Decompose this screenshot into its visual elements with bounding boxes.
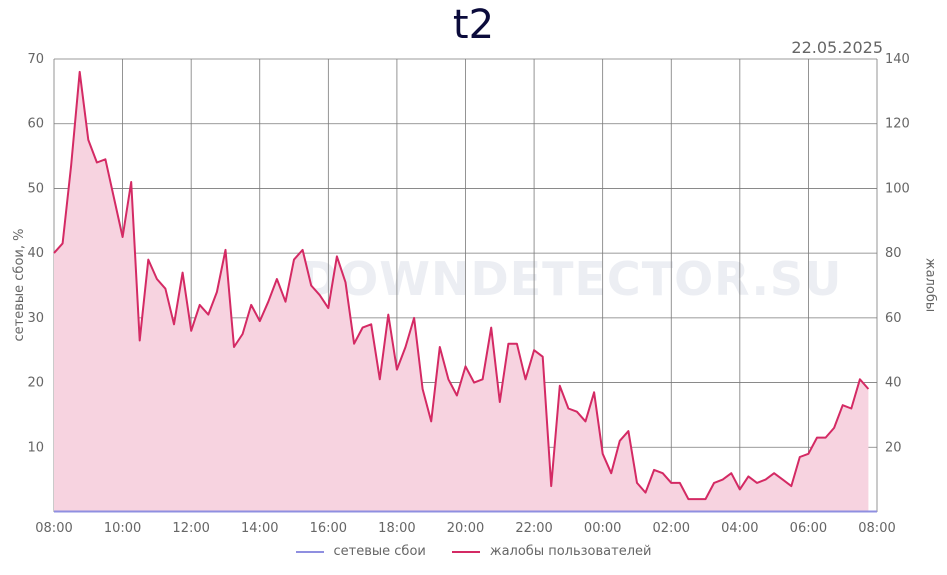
x-tick-label: 04:00	[721, 521, 758, 536]
x-tick-label: 08:00	[35, 521, 72, 536]
plot-area	[53, 70, 877, 513]
y-right-tick-label: 40	[885, 376, 902, 391]
x-tick-label: 18:00	[378, 521, 415, 536]
x-tick-label: 10:00	[104, 521, 141, 536]
x-tick-label: 02:00	[653, 521, 690, 536]
y-left-tick-label: 50	[27, 181, 44, 196]
y-right-tick-label: 60	[885, 311, 902, 326]
y-axis-left-label: сетевые сбои, %	[12, 228, 28, 342]
x-tick-label: 22:00	[515, 521, 552, 536]
y-left-tick-label: 20	[27, 376, 44, 391]
y-right-tick-label: 140	[885, 52, 910, 67]
legend-item-complaints[interactable]: жалобы пользователей	[451, 544, 652, 559]
y-left-tick-label: 70	[27, 52, 44, 67]
y-left-tick-label: 60	[27, 117, 44, 132]
legend-label-complaints: жалобы пользователей	[489, 544, 652, 559]
x-tick-label: 08:00	[858, 521, 895, 536]
y-right-tick-label: 20	[885, 440, 902, 455]
y-left-tick-label: 40	[27, 246, 44, 261]
y-right-tick-label: 120	[885, 117, 910, 132]
y-right-tick-label: 100	[885, 181, 910, 196]
y-right-tick-label: 80	[885, 246, 902, 261]
y-left-tick-label: 30	[27, 311, 44, 326]
chart-title: t2	[452, 2, 495, 48]
axes: 10 20 30 40 50 60 70 20 40 60 80 100 120 140 08:00 10:0…	[27, 52, 909, 536]
series-complaints-area	[54, 71, 869, 513]
x-tick-label: 00:00	[584, 521, 621, 536]
y-axis-right-label: жалобы	[922, 257, 938, 313]
legend-swatch-outages	[295, 550, 324, 553]
watermark-text: DOWNDETECTOR.SU	[300, 252, 843, 306]
legend: сетевые сбои жалобы пользователей	[0, 544, 947, 559]
x-tick-label: 16:00	[310, 521, 347, 536]
x-tick-label: 14:00	[241, 521, 278, 536]
x-tick-label: 20:00	[447, 521, 484, 536]
x-tick-label: 06:00	[790, 521, 827, 536]
legend-item-outages[interactable]: сетевые сбои	[295, 544, 426, 559]
chart-date: 22.05.2025	[791, 38, 883, 57]
legend-swatch-complaints	[451, 550, 480, 553]
series-complaints-line	[53, 70, 870, 501]
legend-label-outages: сетевые сбои	[333, 544, 426, 559]
x-tick-label: 12:00	[172, 521, 209, 536]
y-left-tick-label: 10	[27, 440, 44, 455]
